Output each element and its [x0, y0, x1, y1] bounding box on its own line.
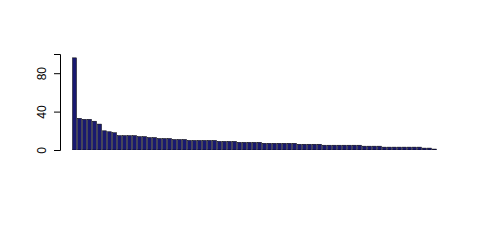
bar — [413, 147, 417, 150]
y-axis-line — [54, 55, 61, 151]
bar — [333, 145, 337, 150]
bar — [93, 121, 97, 150]
y-tick: 80 — [35, 67, 60, 81]
bar — [323, 145, 327, 150]
bars — [73, 58, 437, 150]
bar — [318, 144, 322, 150]
bar — [138, 137, 142, 150]
bar — [213, 140, 217, 150]
bar — [343, 145, 347, 150]
bar — [373, 146, 377, 150]
bar — [433, 149, 437, 150]
y-tick: 0 — [35, 147, 60, 154]
y-tick: 40 — [35, 105, 60, 119]
bar — [113, 133, 117, 150]
bar — [178, 139, 182, 150]
bar — [208, 140, 212, 150]
bar — [163, 138, 167, 150]
bar — [193, 140, 197, 150]
bar — [278, 143, 282, 150]
bar — [288, 143, 292, 150]
bar — [133, 136, 137, 150]
bar — [243, 142, 247, 150]
bar — [103, 131, 107, 150]
bar — [353, 145, 357, 150]
bar — [283, 143, 287, 150]
bar — [308, 144, 312, 150]
y-tick-mark — [54, 73, 60, 74]
bar — [118, 136, 122, 150]
bar — [223, 141, 227, 150]
bar — [198, 140, 202, 150]
bar — [298, 144, 302, 150]
bar — [423, 148, 427, 150]
bar — [98, 124, 102, 150]
bar — [148, 138, 152, 150]
bar — [393, 147, 397, 150]
bar — [388, 147, 392, 150]
bar — [303, 144, 307, 150]
bar — [358, 145, 362, 150]
bar — [378, 146, 382, 150]
bar — [248, 142, 252, 150]
bar — [108, 132, 112, 150]
bar — [183, 139, 187, 150]
bar — [313, 144, 317, 150]
bar — [253, 142, 257, 150]
bar — [368, 146, 372, 150]
bar — [418, 147, 422, 150]
bar — [158, 138, 162, 150]
bar — [218, 141, 222, 150]
bar — [338, 145, 342, 150]
bar — [263, 143, 267, 150]
bar — [153, 138, 157, 150]
bar — [328, 145, 332, 150]
bar — [143, 137, 147, 150]
bar — [78, 118, 82, 150]
bar — [128, 136, 132, 150]
y-tick-label: 0 — [35, 147, 49, 154]
bar — [238, 142, 242, 150]
bar — [398, 147, 402, 150]
bar — [228, 141, 232, 150]
y-axis: 0 40 80 — [35, 55, 61, 154]
chart: 0 40 80 — [0, 0, 480, 225]
bar — [233, 141, 237, 150]
bar — [168, 138, 172, 150]
bar — [188, 140, 192, 150]
bar — [428, 148, 432, 150]
bar — [383, 147, 387, 150]
bar — [268, 143, 272, 150]
bar — [348, 145, 352, 150]
bar — [123, 136, 127, 150]
bar — [363, 146, 367, 150]
bar — [88, 119, 92, 150]
bar — [273, 143, 277, 150]
bar — [203, 140, 207, 150]
bar — [173, 139, 177, 150]
bar — [408, 147, 412, 150]
bar — [403, 147, 407, 150]
y-tick-label: 40 — [35, 105, 49, 119]
y-tick-mark — [54, 112, 60, 113]
y-tick-mark — [54, 150, 60, 151]
bar — [258, 142, 262, 150]
y-tick-label: 80 — [35, 67, 49, 81]
bar — [83, 119, 87, 150]
bar — [73, 58, 77, 150]
bar — [293, 143, 297, 150]
